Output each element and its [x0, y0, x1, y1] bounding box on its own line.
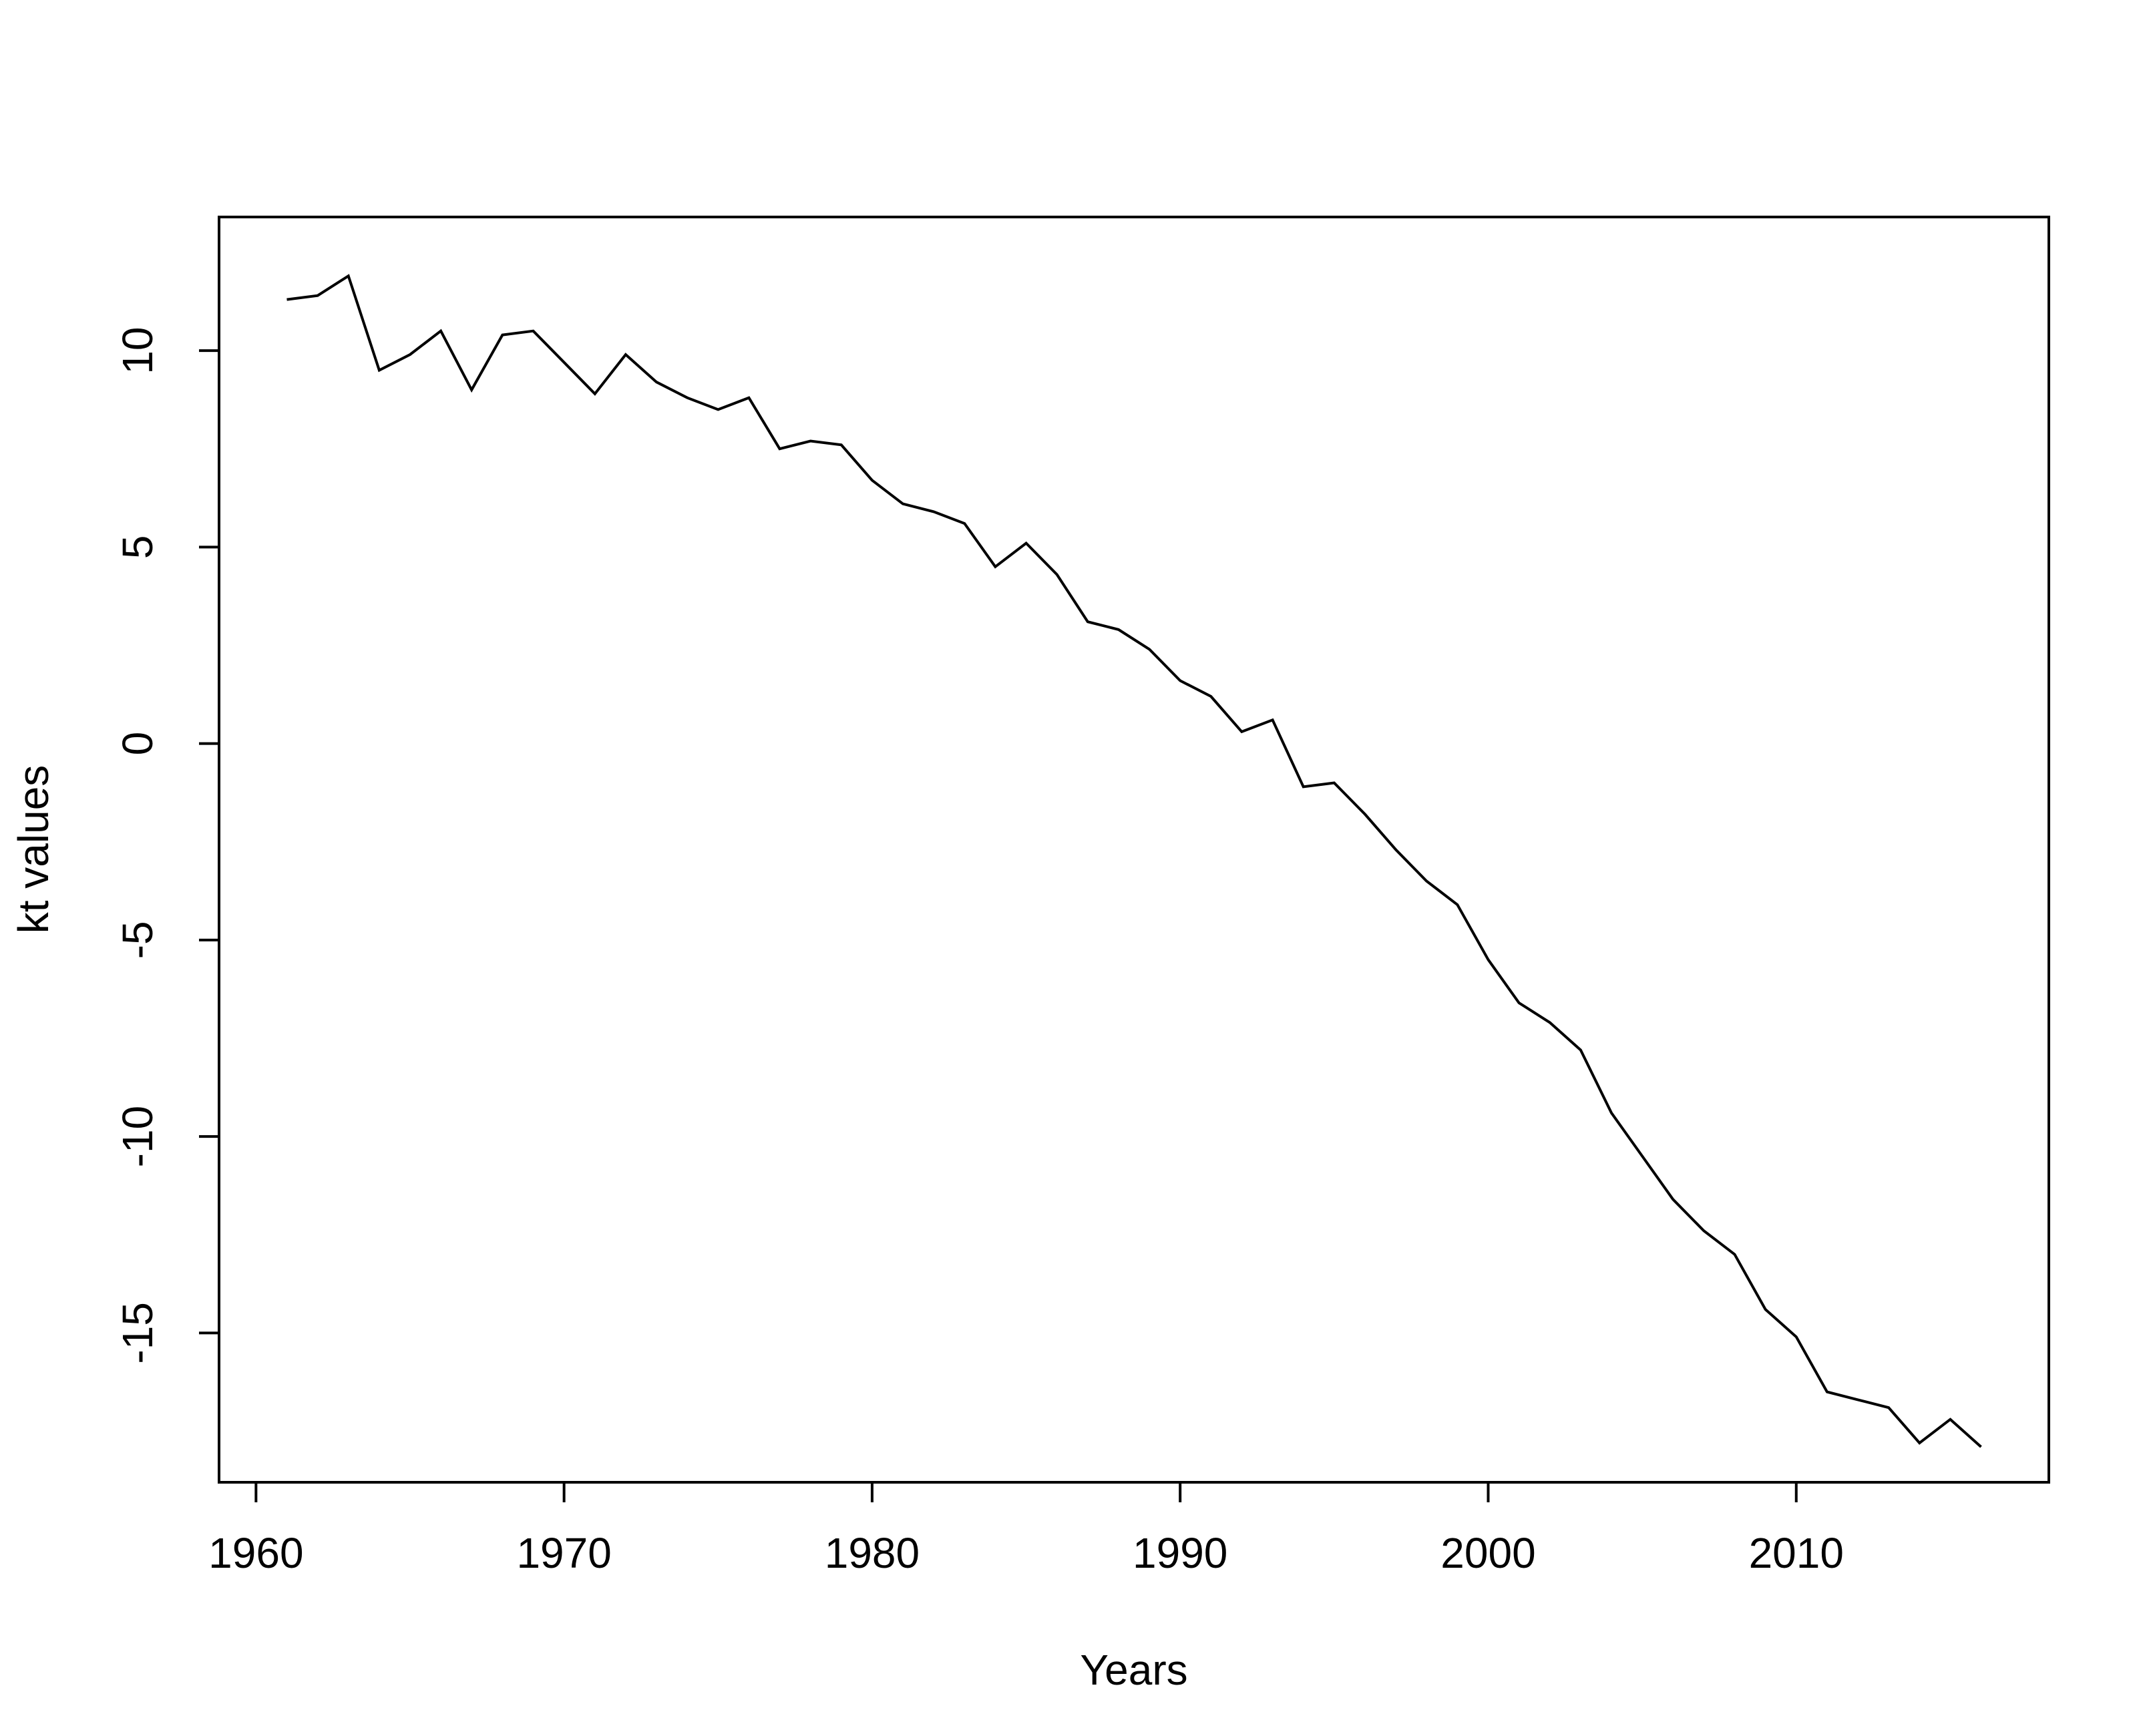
y-axis-title: kt values [9, 765, 57, 934]
x-tick-label-2010: 2010 [1749, 1529, 1844, 1577]
y-axis: -15 -10 -5 0 5 10 [114, 327, 219, 1364]
x-tick-label-2000: 2000 [1440, 1529, 1535, 1577]
y-tick-label-0: 0 [114, 732, 162, 756]
plot-frame [218, 216, 2050, 1484]
y-tick-label-10: 10 [114, 327, 162, 374]
series-line-1 [286, 274, 1982, 1448]
x-tick-label-1960: 1960 [208, 1529, 303, 1577]
x-tick-label-1990: 1990 [1133, 1529, 1227, 1577]
series-layer [286, 274, 1982, 1448]
y-tick-label-5: 5 [114, 535, 162, 560]
y-tick-label--15: -15 [114, 1302, 162, 1364]
y-tick-label--5: -5 [114, 921, 162, 959]
x-tick-label-1970: 1970 [516, 1529, 611, 1577]
y-tick-label--10: -10 [114, 1106, 162, 1168]
x-axis: 1960 1970 1980 1990 2000 2010 [208, 1481, 1844, 1577]
x-axis-title: Years [1080, 1646, 1187, 1694]
x-tick-label-1980: 1980 [825, 1529, 920, 1577]
